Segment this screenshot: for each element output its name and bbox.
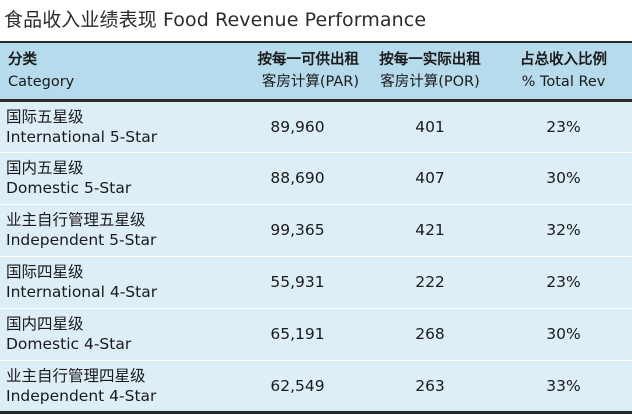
table-row: 国内五星级 Domestic 5-Star 88,690 407 30% [0, 152, 632, 205]
header-category-en: Category [8, 73, 75, 90]
category-cell: 国内五星级 Domestic 5-Star [0, 152, 230, 205]
category-cell: 国际四星级 International 4-Star [0, 256, 230, 309]
total-rev-cell: 23% [495, 100, 632, 153]
par-cell: 89,960 [230, 100, 365, 153]
header-total-rev: 占总收入比例 % Total Rev [495, 41, 632, 102]
category-en: Independent 4-Star [6, 386, 157, 405]
header-category-zh: 分类 [8, 51, 37, 68]
category-zh: 国际五星级 [6, 107, 84, 126]
por-cell: 263 [365, 360, 495, 414]
category-en: Independent 5-Star [6, 231, 157, 249]
category-cell: 国内四星级 Domestic 4-Star [0, 308, 230, 361]
category-zh: 业主自行管理五星级 [6, 211, 146, 229]
food-revenue-table: 分类 Category 按每一可供出租 客房计算(PAR) 按每一实际出租 客房… [0, 41, 632, 414]
category-cell: 国际五星级 International 5-Star [0, 100, 230, 153]
table-row: 国内四星级 Domestic 4-Star 65,191 268 30% [0, 308, 632, 361]
table-row: 国际五星级 International 5-Star 89,960 401 23… [0, 100, 632, 153]
par-cell: 99,365 [230, 204, 365, 257]
category-cell: 业主自行管理四星级 Independent 4-Star [0, 360, 230, 414]
header-por-line1: 按每一实际出租 [379, 51, 481, 68]
header-total-rev-zh: 占总收入比例 [520, 51, 607, 68]
category-en: Domestic 4-Star [6, 335, 132, 353]
category-zh: 国内五星级 [6, 159, 84, 177]
por-cell: 407 [365, 152, 495, 205]
header-par: 按每一可供出租 客房计算(PAR) [230, 41, 365, 102]
por-cell: 401 [365, 100, 495, 153]
table-row: 国际四星级 International 4-Star 55,931 222 23… [0, 256, 632, 309]
header-category: 分类 Category [0, 41, 230, 102]
category-cell: 业主自行管理五星级 Independent 5-Star [0, 204, 230, 257]
category-en: International 5-Star [6, 127, 158, 146]
por-cell: 268 [365, 308, 495, 361]
total-rev-cell: 33% [495, 360, 632, 414]
par-cell: 65,191 [230, 308, 365, 361]
total-rev-cell: 30% [495, 308, 632, 361]
header-por: 按每一实际出租 客房计算(POR) [365, 41, 495, 102]
par-cell: 88,690 [230, 152, 365, 205]
table-row: 业主自行管理五星级 Independent 5-Star 99,365 421 … [0, 204, 632, 257]
category-zh: 国内四星级 [6, 315, 84, 333]
table-row: 业主自行管理四星级 Independent 4-Star 62,549 263 … [0, 360, 632, 414]
par-cell: 55,931 [230, 256, 365, 309]
total-rev-cell: 23% [495, 256, 632, 309]
total-rev-cell: 30% [495, 152, 632, 205]
category-zh: 业主自行管理四星级 [6, 366, 146, 385]
header-total-rev-en: % Total Rev [521, 73, 606, 90]
par-cell: 62,549 [230, 360, 365, 414]
header-por-line2: 客房计算(POR) [380, 73, 480, 90]
header-par-line1: 按每一可供出租 [257, 51, 360, 68]
page-title: 食品收入业绩表现 Food Revenue Performance [4, 9, 427, 31]
category-en: Domestic 5-Star [6, 179, 132, 197]
table-header-row: 分类 Category 按每一可供出租 客房计算(PAR) 按每一实际出租 客房… [0, 41, 632, 102]
category-zh: 国际四星级 [6, 263, 84, 281]
por-cell: 421 [365, 204, 495, 257]
category-en: International 4-Star [6, 283, 158, 301]
total-rev-cell: 32% [495, 204, 632, 257]
por-cell: 222 [365, 256, 495, 309]
header-par-line2: 客房计算(PAR) [261, 73, 359, 90]
